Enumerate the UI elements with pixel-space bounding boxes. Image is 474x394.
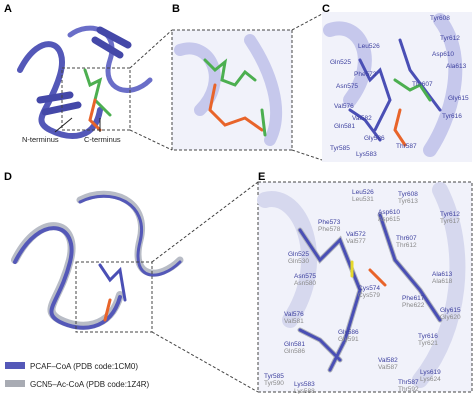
residue-label-gcn5: Tyr613 [398,198,418,205]
annotation: N-terminus [22,135,59,144]
residue-label-pcaf: Leu526 [352,189,374,196]
residue-label-pcaf: Lys619 [420,369,441,376]
zoom-box-d [75,261,153,333]
legend-label: GCN5–Ac-CoA (PDB code:1Z4R) [30,380,149,389]
residue-label-pcaf: Gln581 [284,341,305,348]
residues-c [323,13,463,157]
residue-label-gcn5: Phe622 [402,302,425,309]
residue-label: Lys583 [356,151,377,158]
residue-label: Tyr612 [440,35,460,42]
annotation: C-terminus [84,135,121,144]
residue-label-gcn5: Gly620 [440,314,461,321]
residue-label-gcn5: Asn580 [294,280,316,287]
residue-label-pcaf: Gln525 [288,251,309,258]
residue-label-gcn5: Val581 [284,318,304,325]
residue-label-gcn5: Asp615 [378,216,400,223]
residue-label-pcaf: Cys574 [358,285,380,292]
residue-label-gcn5: Lys624 [420,376,441,383]
legend-swatch [5,362,25,369]
zoom-line [129,29,173,69]
residue-label-gcn5: Gln586 [284,348,305,355]
residue-label: Val582 [352,115,372,122]
residue-label: Leu526 [358,43,380,50]
residue-label-pcaf: Lys583 [294,381,315,388]
pointer [54,117,73,133]
residue-label-pcaf: Val572 [346,231,366,238]
residue-label-gcn5: Lys588 [294,388,315,394]
residue-label-gcn5: Val587 [378,364,398,371]
residue-label-pcaf: Ala613 [432,271,453,278]
zoom-line [291,149,323,161]
panel-label: B [172,3,180,15]
residue-label: Gln525 [330,59,351,66]
residue-label-pcaf: Gly586 [338,329,359,336]
residue-label: Gly615 [448,95,469,102]
residue-label-gcn5: Tyr621 [418,340,438,347]
residue-label-gcn5: Tyr590 [264,380,284,387]
protein-d [11,190,184,330]
residue-label-pcaf: Tyr616 [418,333,438,340]
legend-label: PCAF–CoA (PDB code:1CM0) [30,362,138,371]
panel-label: C [322,3,330,15]
residue-label-pcaf: Tyr585 [264,373,284,380]
residue-label-gcn5: Gly591 [338,336,359,343]
residue-label: Tyr585 [330,145,350,152]
residue-label: Thr607 [412,81,433,88]
residue-label-pcaf: Gly615 [440,307,461,314]
zoom-line [151,181,259,263]
zoom-line [291,13,323,31]
residue-label: Gly586 [364,135,385,142]
residue-label-pcaf: Val582 [378,357,398,364]
ligand-b [174,34,283,146]
residue-label-pcaf: Phe617 [402,295,425,302]
residue-label-pcaf: Phe573 [318,219,341,226]
zoom-line [151,331,259,393]
zoom-line [129,129,173,151]
residue-label: Tyr616 [442,113,462,120]
residue-label-gcn5: Leu531 [352,196,374,203]
residue-label: Val576 [334,103,354,110]
residues-e [257,182,466,388]
residue-label: Phe573 [354,71,377,78]
panel-label: E [258,171,265,183]
residue-label-gcn5: Thr592 [398,386,419,393]
legend-swatch [5,380,25,387]
residue-label: Tyr608 [430,15,450,22]
panel-label: A [4,3,12,15]
protein-a [17,25,153,139]
residue-label: Asp610 [432,51,454,58]
residue-label-gcn5: Cys579 [358,292,380,299]
residue-label: Thr587 [396,143,417,150]
residue-label-pcaf: Asp610 [378,209,400,216]
residue-label-pcaf: Thr607 [396,235,417,242]
residue-label-gcn5: Thr612 [396,242,417,249]
residue-label-gcn5: Phe578 [318,226,341,233]
residue-label-gcn5: Gln530 [288,258,309,265]
residue-label-pcaf: Thr587 [398,379,419,386]
labels: A B CD EN-terminus C-terminusLeu526Tyr608Tyr… [4,3,469,394]
residue-label-gcn5: Ala618 [432,278,453,285]
residue-label-pcaf: Tyr608 [398,191,418,198]
residue-label-pcaf: Val576 [284,311,304,318]
residue-label-pcaf: Tyr612 [440,211,460,218]
residue-label-pcaf: Asn575 [294,273,316,280]
residue-label-gcn5: Tyr617 [440,218,460,225]
residue-label-gcn5: Val577 [346,238,366,245]
residue-label: Ala613 [446,63,467,70]
residue-label: Asn575 [336,83,358,90]
panel-label: D [4,171,12,183]
residue-label: Gln581 [334,123,355,130]
